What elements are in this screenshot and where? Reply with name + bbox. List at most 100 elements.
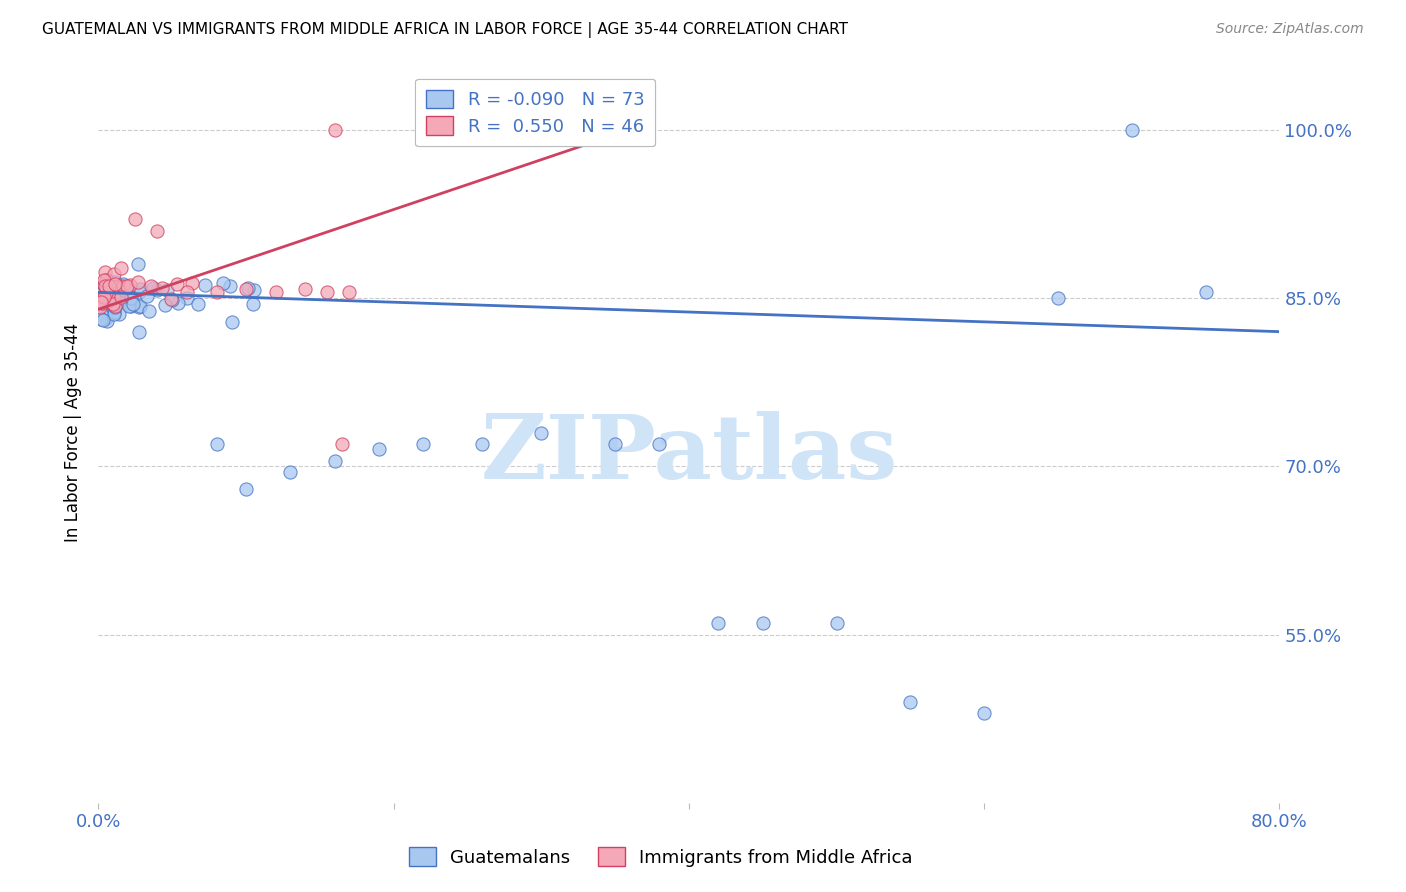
Point [155, 283, 177, 297]
Point [89, 295, 111, 310]
Point [112, 279, 135, 293]
Point [128, 325, 150, 339]
Point [93, 273, 115, 287]
Point [112, 283, 135, 297]
Point [96, 284, 118, 298]
Point [181, 276, 204, 290]
Point [97, 293, 120, 308]
Point [280, 465, 302, 479]
Point [153, 298, 176, 312]
Point [103, 291, 125, 305]
Point [90, 312, 112, 326]
Point [368, 442, 391, 457]
Point [236, 281, 259, 295]
Point [114, 280, 136, 294]
Point [150, 281, 173, 295]
Point [103, 297, 125, 311]
Point [128, 299, 150, 313]
Point [104, 277, 127, 291]
Point [316, 285, 339, 300]
Point [128, 301, 150, 315]
Point [117, 279, 139, 293]
Point [103, 307, 125, 321]
Point [94, 311, 117, 326]
Point [112, 277, 135, 292]
Point [96, 313, 118, 327]
Point [94, 265, 117, 279]
Point [124, 212, 146, 227]
Point [264, 285, 287, 300]
Point [104, 275, 127, 289]
Point [94, 305, 117, 319]
Point [96, 285, 118, 300]
Point [339, 285, 361, 300]
Point [973, 706, 995, 720]
Point [94, 280, 117, 294]
Point [97, 273, 120, 287]
Point [96, 294, 118, 309]
Point [323, 122, 346, 136]
Point [118, 299, 141, 313]
Point [242, 296, 264, 310]
Point [94, 289, 117, 303]
Point [93, 296, 115, 310]
Point [1121, 122, 1143, 136]
Point [605, 437, 627, 451]
Y-axis label: In Labor Force | Age 35-44: In Labor Force | Age 35-44 [65, 323, 83, 542]
Point [146, 224, 169, 238]
Point [96, 278, 118, 293]
Point [120, 289, 142, 303]
Point [114, 281, 136, 295]
Point [89, 305, 111, 319]
Point [98, 301, 121, 316]
Point [107, 294, 129, 309]
Point [108, 307, 131, 321]
Point [129, 282, 152, 296]
Point [205, 285, 228, 300]
Point [242, 283, 264, 297]
Point [900, 695, 922, 709]
Text: GUATEMALAN VS IMMIGRANTS FROM MIDDLE AFRICA IN LABOR FORCE | AGE 35-44 CORRELATI: GUATEMALAN VS IMMIGRANTS FROM MIDDLE AFR… [42, 22, 848, 38]
Point [93, 278, 115, 293]
Point [127, 257, 149, 271]
Point [96, 287, 118, 301]
Point [166, 277, 188, 291]
Point [94, 273, 117, 287]
Point [89, 286, 111, 301]
Point [100, 290, 122, 304]
Point [138, 304, 160, 318]
Point [211, 276, 233, 290]
Point [141, 279, 163, 293]
Point [530, 425, 553, 440]
Point [187, 297, 209, 311]
Point [219, 279, 242, 293]
Point [160, 293, 183, 307]
Point [89, 296, 111, 310]
Point [127, 275, 149, 289]
Point [91, 313, 114, 327]
Point [110, 261, 132, 276]
Point [120, 291, 142, 305]
Point [142, 281, 165, 295]
Legend: Guatemalans, Immigrants from Middle Africa: Guatemalans, Immigrants from Middle Afri… [402, 840, 920, 874]
Point [412, 437, 434, 451]
Point [194, 277, 217, 292]
Point [103, 268, 125, 282]
Point [235, 282, 257, 296]
Point [89, 300, 111, 314]
Point [90, 293, 112, 307]
Point [176, 285, 198, 300]
Point [103, 305, 125, 319]
Point [1195, 285, 1218, 300]
Point [323, 453, 346, 467]
Legend: R = -0.090   N = 73, R =  0.550   N = 46: R = -0.090 N = 73, R = 0.550 N = 46 [415, 78, 655, 146]
Point [103, 295, 125, 310]
Point [90, 296, 112, 310]
Point [160, 293, 183, 307]
Point [104, 300, 127, 314]
Point [205, 437, 228, 451]
Point [110, 290, 132, 304]
Point [707, 616, 730, 631]
Point [89, 281, 111, 295]
Point [103, 301, 125, 315]
